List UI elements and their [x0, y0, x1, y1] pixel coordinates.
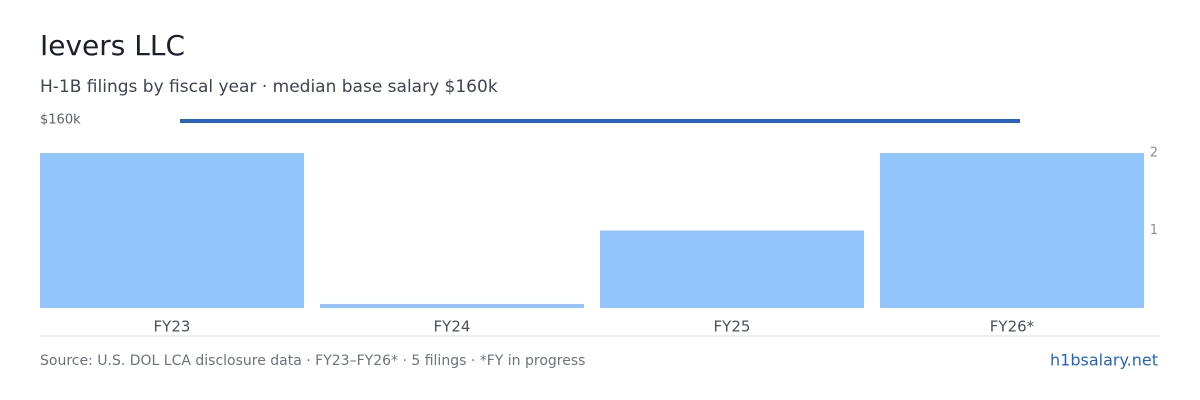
- bar: [600, 230, 864, 308]
- x-tick-label: FY24: [434, 318, 471, 336]
- x-tick-label: FY25: [714, 318, 751, 336]
- salary-label: $160k: [40, 113, 81, 128]
- y-tick-label: 1: [1150, 223, 1158, 238]
- bar: [320, 304, 584, 308]
- site-link[interactable]: h1bsalary.net: [1050, 351, 1158, 370]
- x-tick-label: FY26*: [990, 318, 1035, 336]
- y-tick-label: 2: [1150, 146, 1158, 161]
- bar: [880, 153, 1144, 308]
- chart-subtitle: H-1B filings by fiscal year · median bas…: [40, 77, 498, 97]
- bar: [40, 153, 304, 308]
- x-tick-label: FY23: [154, 318, 191, 336]
- source-note: Source: U.S. DOL LCA disclosure data · F…: [40, 353, 585, 369]
- chart-title: Ievers LLC: [40, 29, 185, 62]
